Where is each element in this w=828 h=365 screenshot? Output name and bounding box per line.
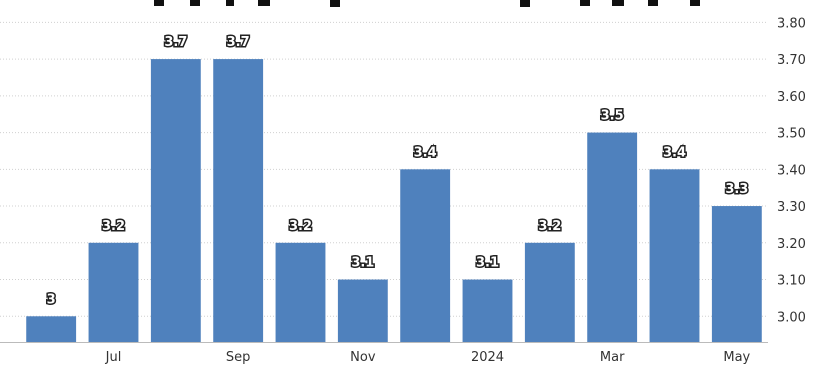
y-tick-label: 3.30	[777, 200, 806, 215]
y-tick-label: 3.40	[777, 163, 806, 178]
data-label: 3.7	[227, 35, 250, 50]
x-tick-label: Sep	[226, 350, 251, 365]
bar	[275, 242, 326, 342]
y-tick-label: 3.10	[777, 274, 806, 289]
x-axis: Jul Sep Nov 2024 Mar May	[105, 350, 751, 365]
bar	[649, 169, 700, 342]
bar	[400, 169, 451, 342]
data-label: 3.2	[538, 219, 561, 234]
title-fragment	[226, 0, 234, 6]
title-fragment	[258, 0, 270, 6]
bar	[587, 132, 638, 342]
data-label: 3.4	[414, 145, 437, 160]
x-tick-label: Nov	[350, 350, 376, 365]
y-tick-label: 3.50	[777, 127, 806, 142]
y-tick-label: 3.70	[777, 53, 806, 68]
data-label: 3.7	[164, 35, 187, 50]
data-label: 3.1	[476, 256, 499, 271]
title-fragment	[580, 0, 590, 6]
bar	[213, 59, 264, 343]
title-fragment	[330, 0, 340, 7]
title-fragment	[154, 0, 164, 6]
bars	[26, 59, 762, 343]
bar	[150, 59, 201, 343]
x-tick-label: 2024	[471, 350, 504, 365]
bar	[337, 279, 388, 342]
data-labels: 3 3.2 3.7 3.7 3.2 3.1 3.4 3.1 3.2 3.5 3.4 3.3	[45, 34, 750, 309]
data-label: 3.4	[663, 145, 686, 160]
cropped-title-strip	[154, 0, 700, 7]
data-label: 3	[47, 292, 56, 307]
y-tick-label: 3.80	[777, 16, 806, 31]
bar	[711, 206, 762, 342]
x-tick-label: Jul	[105, 350, 122, 365]
data-label: 3.3	[725, 182, 748, 197]
bar	[26, 316, 77, 342]
x-tick-label: Mar	[600, 350, 625, 365]
x-tick-label: May	[723, 350, 750, 365]
data-label: 3.5	[601, 109, 624, 124]
y-axis: 3.00 3.10 3.20 3.30 3.40 3.50 3.60 3.70 3.80	[777, 16, 806, 325]
title-fragment	[648, 0, 658, 6]
data-label: 3.2	[102, 219, 125, 234]
data-label: 3.1	[351, 256, 374, 271]
bar	[88, 242, 139, 342]
y-tick-label: 3.60	[777, 90, 806, 105]
y-tick-label: 3.20	[777, 237, 806, 252]
data-label: 3.2	[289, 219, 312, 234]
bar	[524, 242, 575, 342]
gridlines	[0, 21, 768, 343]
bar	[462, 279, 513, 342]
title-fragment	[612, 0, 624, 6]
title-fragment	[690, 0, 700, 6]
title-fragment	[190, 0, 200, 6]
y-tick-label: 3.00	[777, 310, 806, 325]
title-fragment	[520, 0, 530, 7]
